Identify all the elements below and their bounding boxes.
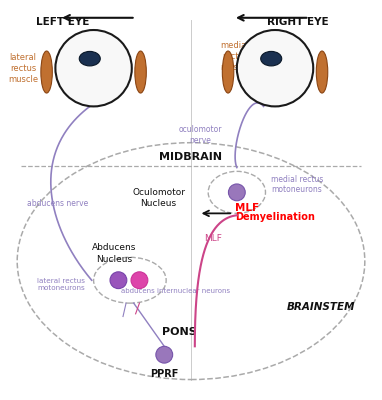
Text: LEFT EYE: LEFT EYE [36,17,90,27]
Text: MIDBRAIN: MIDBRAIN [160,152,222,162]
Ellipse shape [79,52,100,66]
Ellipse shape [261,52,282,66]
Ellipse shape [316,51,328,93]
Text: PPRF: PPRF [150,369,178,379]
Text: abducens internuclear neurons: abducens internuclear neurons [121,288,230,294]
Ellipse shape [222,51,234,93]
Text: Abducens
Nucleus: Abducens Nucleus [92,244,137,264]
Ellipse shape [41,51,52,93]
Text: lateral rectus
motoneurons: lateral rectus motoneurons [37,278,85,291]
Text: abducens nerve: abducens nerve [27,199,88,208]
Circle shape [110,272,127,289]
Text: MLF: MLF [235,203,259,213]
Text: MLF: MLF [204,234,222,243]
Circle shape [131,272,148,289]
Text: medial
rectus
muscle: medial rectus muscle [220,41,250,72]
Text: oculomotor
nerve: oculomotor nerve [179,125,222,145]
Text: Demyelination: Demyelination [235,212,315,222]
Circle shape [55,30,132,106]
Text: RIGHT EYE: RIGHT EYE [267,17,329,27]
Text: medial rectus
motoneurons: medial rectus motoneurons [271,175,324,194]
Circle shape [156,346,173,363]
Text: BRAINSTEM: BRAINSTEM [286,302,355,312]
Text: PONS: PONS [162,327,197,337]
Text: Oculomotor
Nucleus: Oculomotor Nucleus [132,188,185,208]
Ellipse shape [135,51,146,93]
Text: lateral
rectus
muscle: lateral rectus muscle [8,53,38,84]
Circle shape [237,30,313,106]
Circle shape [228,184,245,201]
